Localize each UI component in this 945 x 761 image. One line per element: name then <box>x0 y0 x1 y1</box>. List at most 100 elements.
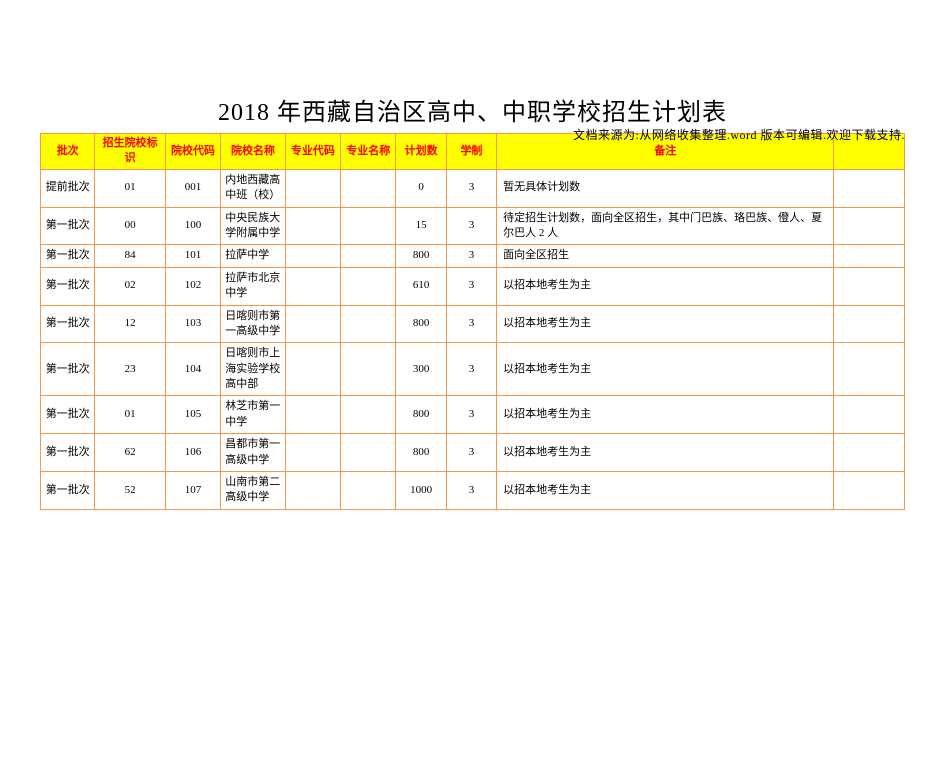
cell-extra <box>834 245 905 267</box>
cell-batch: 第一批次 <box>41 396 95 434</box>
cell-remark: 以招本地考生为主 <box>497 305 834 343</box>
col-school-id: 招生院校标识 <box>95 134 165 170</box>
cell-name: 拉萨市北京中学 <box>221 267 285 305</box>
cell-plan: 800 <box>396 396 446 434</box>
cell-school-id: 62 <box>95 434 165 472</box>
cell-extra <box>834 343 905 396</box>
cell-years: 3 <box>446 305 496 343</box>
cell-major-name <box>341 267 396 305</box>
cell-major-name <box>341 207 396 245</box>
cell-name: 日喀则市第一高级中学 <box>221 305 285 343</box>
cell-name: 山南市第二高级中学 <box>221 472 285 510</box>
cell-school-id: 84 <box>95 245 165 267</box>
cell-code: 104 <box>165 343 220 396</box>
cell-major-name <box>341 472 396 510</box>
cell-code: 105 <box>165 396 220 434</box>
cell-major-code <box>285 169 340 207</box>
cell-code: 103 <box>165 305 220 343</box>
cell-years: 3 <box>446 207 496 245</box>
cell-remark: 以招本地考生为主 <box>497 472 834 510</box>
cell-code: 100 <box>165 207 220 245</box>
plan-table: 批次 招生院校标识 院校代码 院校名称 专业代码 专业名称 计划数 学制 备注 … <box>40 133 905 510</box>
cell-major-code <box>285 245 340 267</box>
cell-remark: 以招本地考生为主 <box>497 396 834 434</box>
cell-extra <box>834 267 905 305</box>
cell-school-id: 12 <box>95 305 165 343</box>
col-batch: 批次 <box>41 134 95 170</box>
cell-remark: 以招本地考生为主 <box>497 343 834 396</box>
cell-major-code <box>285 434 340 472</box>
col-name: 院校名称 <box>221 134 285 170</box>
col-code: 院校代码 <box>165 134 220 170</box>
cell-school-id: 00 <box>95 207 165 245</box>
cell-years: 3 <box>446 396 496 434</box>
cell-batch: 第一批次 <box>41 472 95 510</box>
table-row: 第一批次23104日喀则市上海实验学校高中部3003以招本地考生为主 <box>41 343 905 396</box>
table-row: 提前批次01001内地西藏高中班（校）03暂无具体计划数 <box>41 169 905 207</box>
table-row: 第一批次84101拉萨中学8003面向全区招生 <box>41 245 905 267</box>
cell-plan: 610 <box>396 267 446 305</box>
cell-extra <box>834 169 905 207</box>
table-row: 第一批次12103日喀则市第一高级中学 8003以招本地考生为主 <box>41 305 905 343</box>
cell-plan: 800 <box>396 305 446 343</box>
cell-plan: 0 <box>396 169 446 207</box>
cell-years: 3 <box>446 434 496 472</box>
cell-plan: 800 <box>396 434 446 472</box>
cell-years: 3 <box>446 343 496 396</box>
cell-code: 102 <box>165 267 220 305</box>
cell-remark: 暂无具体计划数 <box>497 169 834 207</box>
cell-name: 内地西藏高中班（校） <box>221 169 285 207</box>
cell-years: 3 <box>446 169 496 207</box>
cell-years: 3 <box>446 245 496 267</box>
cell-batch: 第一批次 <box>41 267 95 305</box>
cell-remark: 以招本地考生为主 <box>497 267 834 305</box>
cell-major-name <box>341 396 396 434</box>
cell-name: 日喀则市上海实验学校高中部 <box>221 343 285 396</box>
cell-years: 3 <box>446 267 496 305</box>
cell-major-code <box>285 472 340 510</box>
cell-plan: 300 <box>396 343 446 396</box>
table-row: 第一批次01105林芝市第一中学 8003以招本地考生为主 <box>41 396 905 434</box>
cell-batch: 第一批次 <box>41 305 95 343</box>
cell-major-name <box>341 169 396 207</box>
cell-remark: 以招本地考生为主 <box>497 434 834 472</box>
cell-major-name <box>341 434 396 472</box>
cell-extra <box>834 472 905 510</box>
cell-school-id: 01 <box>95 396 165 434</box>
cell-extra <box>834 396 905 434</box>
cell-school-id: 01 <box>95 169 165 207</box>
cell-batch: 第一批次 <box>41 343 95 396</box>
table-row: 第一批次00100中央民族大学附属中学153待定招生计划数，面向全区招生，其中门… <box>41 207 905 245</box>
source-note: 文档来源为:从网络收集整理.word 版本可编辑.欢迎下载支持. <box>573 126 905 143</box>
table-row: 第一批次62106昌都市第一高级中学8003以招本地考生为主 <box>41 434 905 472</box>
cell-plan: 15 <box>396 207 446 245</box>
table-body: 提前批次01001内地西藏高中班（校）03暂无具体计划数第一批次00100中央民… <box>41 169 905 509</box>
cell-name: 拉萨中学 <box>221 245 285 267</box>
cell-school-id: 02 <box>95 267 165 305</box>
cell-major-code <box>285 396 340 434</box>
cell-major-code <box>285 267 340 305</box>
table-row: 第一批次02102拉萨市北京中学 6103以招本地考生为主 <box>41 267 905 305</box>
cell-code: 106 <box>165 434 220 472</box>
table-row: 第一批次52107山南市第二高级中学 10003以招本地考生为主 <box>41 472 905 510</box>
cell-extra <box>834 305 905 343</box>
cell-school-id: 52 <box>95 472 165 510</box>
col-major-code: 专业代码 <box>285 134 340 170</box>
cell-major-code <box>285 207 340 245</box>
cell-plan: 1000 <box>396 472 446 510</box>
cell-batch: 第一批次 <box>41 434 95 472</box>
cell-code: 107 <box>165 472 220 510</box>
plan-table-wrap: 批次 招生院校标识 院校代码 院校名称 专业代码 专业名称 计划数 学制 备注 … <box>40 133 905 510</box>
cell-extra <box>834 434 905 472</box>
cell-name: 林芝市第一中学 <box>221 396 285 434</box>
cell-extra <box>834 207 905 245</box>
cell-code: 001 <box>165 169 220 207</box>
cell-batch: 第一批次 <box>41 245 95 267</box>
col-major-name: 专业名称 <box>341 134 396 170</box>
page-title: 2018 年西藏自治区高中、中职学校招生计划表 <box>0 92 945 127</box>
cell-years: 3 <box>446 472 496 510</box>
cell-code: 101 <box>165 245 220 267</box>
cell-major-name <box>341 343 396 396</box>
cell-batch: 第一批次 <box>41 207 95 245</box>
col-years: 学制 <box>446 134 496 170</box>
